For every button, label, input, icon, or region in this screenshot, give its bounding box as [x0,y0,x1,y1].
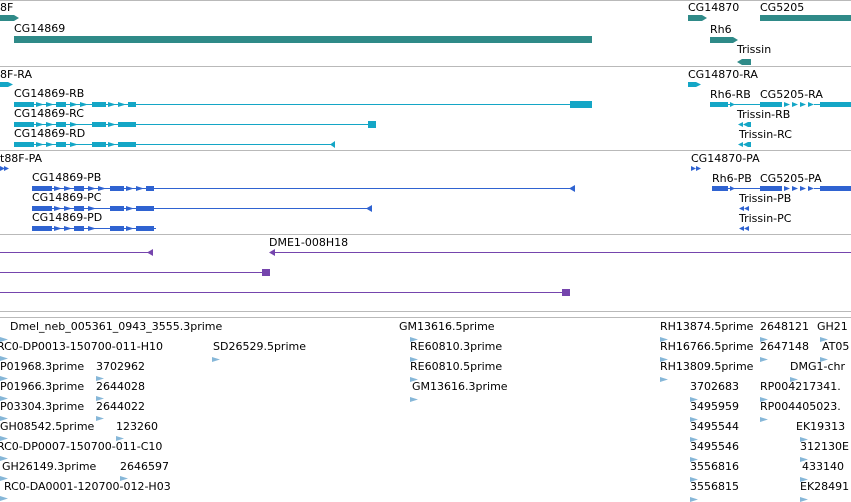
est-label[interactable]: GH08542.5prime [0,420,95,433]
gene-label[interactable]: CG5205 [760,1,805,14]
flybase-transcript-glyphs [0,82,851,148]
transcript-label[interactable]: Trissin-PB [739,192,792,205]
gene-Trissin-arrow [737,59,742,65]
track-separator [0,0,851,1]
track-separator [0,317,851,318]
transcript-label[interactable]: CG5205-RA [760,88,823,101]
est-label[interactable]: 3495544 [690,420,739,433]
est-label[interactable]: 123260 [116,420,158,433]
est-label[interactable]: 3556815 [690,480,739,493]
est-label[interactable]: 433140 [802,460,844,473]
gene-Trissin-bar[interactable] [742,59,751,65]
transcript-label[interactable]: CG14869-RB [14,87,85,100]
gene-8F-bar[interactable] [0,15,14,21]
transcript-label[interactable]: CG14870-PA [691,152,760,165]
est-label[interactable]: RC0-DP0013-150700-011-H10 [0,340,164,353]
track-separator [0,66,851,67]
est-label[interactable]: Dmel_neb_005361_0943_3555.3prime [10,320,223,333]
gene-8F-arrow [14,15,19,21]
gene-CG5205-bar[interactable] [760,15,851,21]
gene-CG14869-bar[interactable] [14,36,592,43]
est-label[interactable]: GH21 [817,320,848,333]
refseq-transcript-glyphs [0,166,851,231]
transcript-label[interactable]: CG14869-PC [32,191,102,204]
transcript-label[interactable]: Trissin-RB [737,108,791,121]
est-label[interactable]: GM13616.5prime [399,320,495,333]
est-label[interactable]: RE60810.5prime [410,360,503,373]
est-label[interactable]: 3702962 [96,360,145,373]
transcript-label[interactable]: 8F-RA [0,68,33,81]
est-label[interactable]: P03304.3prime [0,400,85,413]
est-label[interactable]: 3495959 [690,400,739,413]
transcript-label[interactable]: CG14869-RC [14,107,84,120]
track-separator [0,150,851,151]
est-label[interactable]: EK19313 [796,420,846,433]
track-separator [0,311,851,312]
est-label[interactable]: RH13874.5prime [660,320,754,333]
est-label[interactable]: AT05 [822,340,850,353]
gene-label[interactable]: Rh6 [710,23,732,36]
transcript-label[interactable]: CG14869-RD [14,127,86,140]
est-label[interactable]: 2644022 [96,400,145,413]
transcript-label[interactable]: CG14869-PB [32,171,102,184]
gene-label[interactable]: Trissin [737,43,772,56]
transcript-label[interactable]: Rh6-PB [712,172,752,185]
est-label[interactable]: 2644028 [96,380,145,393]
est-label[interactable]: RC0-DP0007-150700-011-C10 [0,440,163,453]
est-label[interactable]: GM13616.3prime [412,380,508,393]
est-label[interactable]: RH16766.5prime [660,340,754,353]
gene-track-glyphs [0,15,851,65]
est-label[interactable]: 2646597 [120,460,169,473]
transcript-label[interactable]: CG14870-RA [688,68,758,81]
gene-Rh6-bar[interactable] [710,37,733,43]
est-label[interactable]: GH26149.3prime [2,460,97,473]
est-label[interactable]: RH13809.5prime [660,360,754,373]
est-label[interactable]: SD26529.5prime [213,340,306,353]
est-label[interactable]: EK28491 [800,480,850,493]
est-label[interactable]: RE60810.3prime [410,340,503,353]
est-label[interactable]: DMG1-chr [790,360,845,373]
gene-CG14870-bar[interactable] [688,15,702,21]
gene-label[interactable]: CG14869 [14,22,66,35]
est-label[interactable]: 3556816 [690,460,739,473]
est-label[interactable]: RP004405023. [760,400,841,413]
transcript-label[interactable]: Rh6-RB [710,88,751,101]
est-label[interactable]: P01968.3prime [0,360,85,373]
transcript-label[interactable]: Trissin-PC [739,212,792,225]
transcript-label[interactable]: Trissin-RC [739,128,792,141]
cdna-label[interactable]: DME1-008H18 [269,236,349,249]
est-alignment-glyphs [0,337,828,502]
transcript-label[interactable]: CG14869-PD [32,211,103,224]
est-label[interactable]: 312130E [800,440,849,453]
est-label[interactable]: RP004217341. [760,380,841,393]
gene-CG14870-arrow [702,15,707,21]
track-separator [0,234,851,235]
est-label[interactable]: 2647148 [760,340,809,353]
gene-Rh6-arrow [733,37,738,43]
gene-label[interactable]: 8F [0,1,14,14]
cdna-alignment-glyphs [0,249,851,296]
est-label[interactable]: 3702683 [690,380,739,393]
est-label[interactable]: 3495546 [690,440,739,453]
est-label[interactable]: 2648121 [760,320,809,333]
transcript-label[interactable]: CG5205-PA [760,172,822,185]
gene-label[interactable]: CG14870 [688,1,740,14]
est-label[interactable]: RC0-DA0001-120700-012-H03 [4,480,171,493]
transcript-label[interactable]: t88F-PA [0,152,43,165]
est-label[interactable]: P01966.3prime [0,380,85,393]
